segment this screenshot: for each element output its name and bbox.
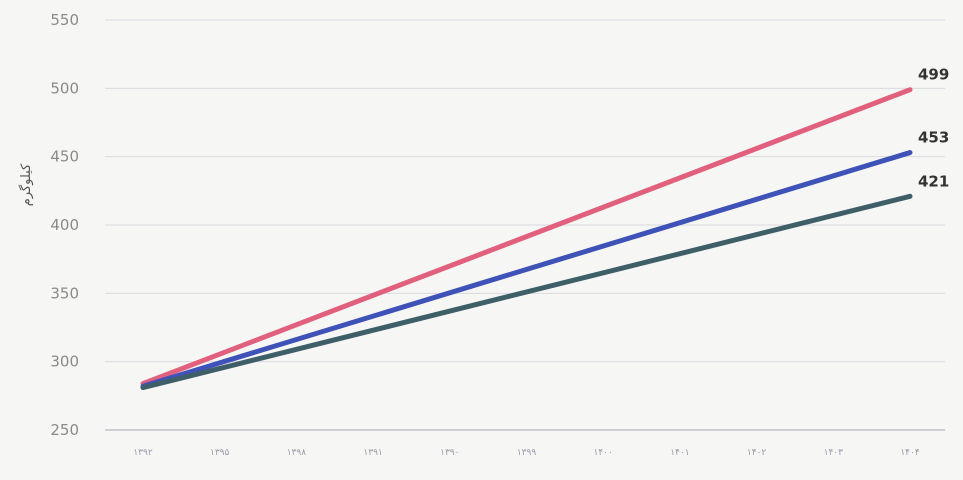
- y-axis-label: کیلوگرم: [18, 163, 34, 206]
- y-axis-ticks: 250 300 350 400 450 500 550: [50, 11, 79, 439]
- gridlines: [105, 19, 945, 431]
- series-lines: [140, 87, 913, 391]
- x-tick-label: ۱۴۰۳: [824, 448, 844, 458]
- y-tick-label: 550: [50, 11, 79, 29]
- series-end-label: 499: [918, 66, 949, 84]
- series-end-label: 421: [918, 172, 949, 190]
- x-tick-label: ۱۴۰۲: [747, 448, 767, 458]
- x-tick-label: ۱۳۹۹: [517, 448, 537, 458]
- x-tick-label: ۱۴۰۱: [670, 448, 689, 458]
- x-tick-label: ۱۳۹۰: [440, 448, 459, 458]
- y-tick-label: 500: [50, 79, 79, 97]
- series-line: [140, 87, 913, 387]
- x-tick-label: ۱۳۹۵: [210, 448, 230, 458]
- y-tick-label: 350: [50, 284, 79, 302]
- x-tick-label: ۱۳۹۸: [287, 448, 307, 458]
- y-tick-label: 450: [50, 148, 79, 166]
- y-tick-label: 400: [50, 216, 79, 234]
- x-tick-label: ۱۴۰۰: [594, 448, 613, 458]
- series-end-label: 453: [918, 129, 949, 147]
- end-value-labels: 499 453 421: [918, 66, 949, 191]
- series-line: [140, 150, 913, 389]
- x-axis-ticks: ۱۳۹۲ ۱۳۹۵ ۱۳۹۸ ۱۳۹۱ ۱۳۹۰ ۱۳۹۹ ۱۴۰۰ ۱۴۰۱ ۱۴۰۲ ۱۴۰۳…: [133, 448, 920, 458]
- y-tick-label: 300: [50, 353, 79, 371]
- y-tick-label: 250: [50, 421, 79, 439]
- x-tick-label: ۱۳۹۱: [363, 448, 382, 458]
- x-tick-label: ۱۴۰۴: [900, 448, 920, 458]
- x-tick-label: ۱۳۹۲: [133, 448, 153, 458]
- series-line: [140, 193, 913, 391]
